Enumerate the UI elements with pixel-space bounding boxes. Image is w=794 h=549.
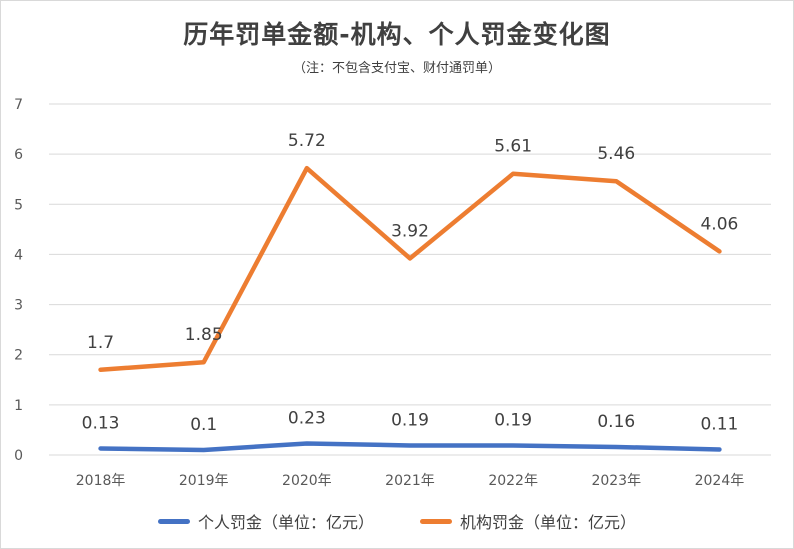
data-label: 0.19 (391, 410, 429, 430)
data-label: 0.13 (82, 413, 120, 433)
y-tick-label: 0 (14, 448, 23, 464)
legend: 个人罚金（单位：亿元） 机构罚金（单位：亿元） (1, 509, 793, 533)
chart-title: 历年罚单金额-机构、个人罚金变化图 (183, 20, 611, 49)
data-label: 1.85 (185, 325, 223, 345)
x-tick-label: 2023年 (591, 473, 641, 489)
chart-subtitle: （注：不包含支付宝、财付通罚单） (292, 61, 501, 76)
y-tick-label: 1 (14, 398, 23, 414)
data-label: 1.7 (87, 333, 114, 353)
y-tick-label: 7 (14, 97, 23, 113)
series-line-1 (98, 165, 722, 373)
x-tick-label: 2020年 (282, 473, 332, 489)
y-tick-label: 6 (14, 147, 23, 163)
data-label: 0.1 (190, 415, 217, 435)
legend-item-personal: 个人罚金（单位：亿元） (157, 509, 374, 533)
x-tick-label: 2024年 (695, 473, 745, 489)
x-tick-label: 2022年 (488, 473, 538, 489)
legend-item-institution: 机构罚金（单位：亿元） (420, 509, 636, 533)
x-tick-label: 2018年 (76, 473, 126, 489)
data-label: 3.92 (391, 221, 429, 241)
y-tick-label: 5 (14, 197, 23, 213)
legend-swatch-personal (157, 518, 190, 524)
data-label: 5.72 (288, 131, 326, 151)
y-tick-label: 4 (14, 247, 23, 263)
legend-label-personal: 个人罚金（单位：亿元） (197, 513, 374, 532)
data-label: 0.19 (494, 410, 532, 430)
legend-label-institution: 机构罚金（单位：亿元） (460, 513, 637, 532)
data-label: 5.46 (597, 144, 635, 164)
series-line-0 (98, 441, 722, 453)
data-label: 5.61 (494, 137, 532, 157)
data-label: 0.16 (597, 412, 635, 432)
y-tick-label: 3 (14, 298, 23, 314)
data-label: 0.23 (288, 408, 326, 428)
y-tick-label: 2 (14, 348, 23, 364)
data-label: 4.06 (700, 214, 738, 234)
data-label: 0.11 (700, 414, 738, 434)
x-tick-label: 2019年 (179, 473, 229, 489)
legend-swatch-institution (420, 518, 452, 524)
x-tick-label: 2021年 (385, 473, 435, 489)
